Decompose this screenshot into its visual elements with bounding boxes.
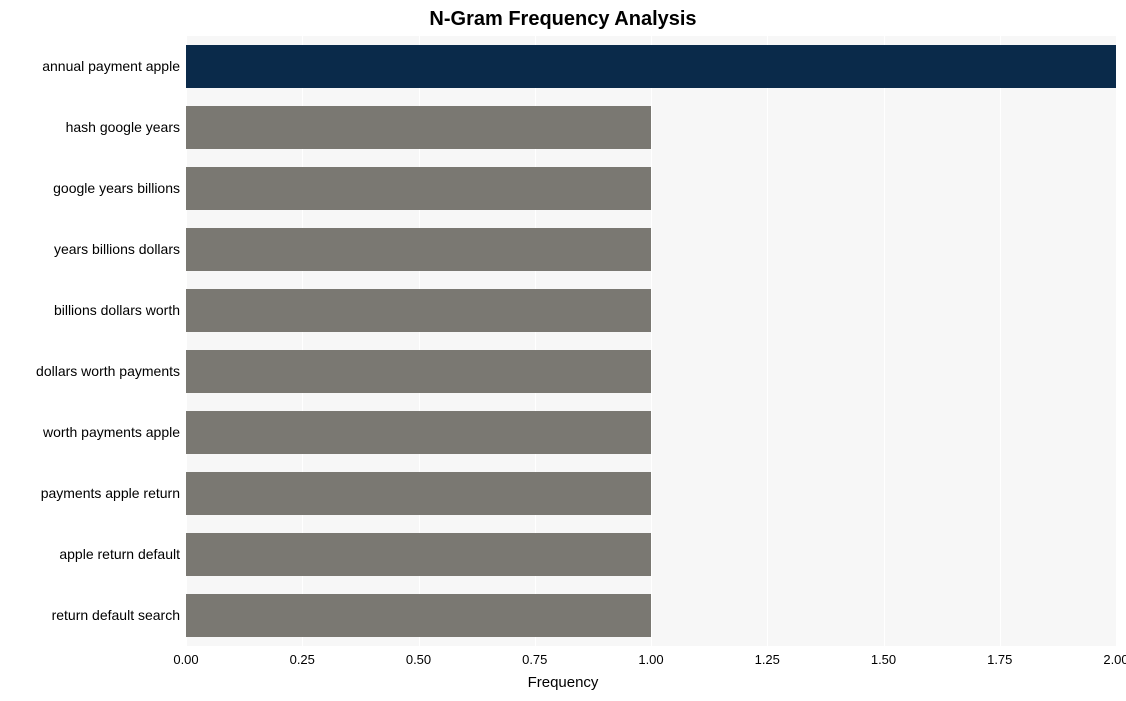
y-tick-label: years billions dollars [4, 241, 180, 257]
y-tick-label: hash google years [4, 119, 180, 135]
bar [186, 289, 651, 332]
bar [186, 350, 651, 393]
x-tick-label: 0.00 [173, 652, 198, 667]
bar [186, 411, 651, 454]
y-tick-label: return default search [4, 607, 180, 623]
gridline [651, 36, 652, 646]
x-tick-label: 1.50 [871, 652, 896, 667]
gridline [1000, 36, 1001, 646]
x-tick-label: 1.75 [987, 652, 1012, 667]
y-tick-label: annual payment apple [4, 58, 180, 74]
bar [186, 472, 651, 515]
bar [186, 167, 651, 210]
x-tick-label: 2.00 [1103, 652, 1126, 667]
y-tick-label: billions dollars worth [4, 302, 180, 318]
chart-title: N-Gram Frequency Analysis [0, 8, 1126, 31]
y-tick-label: worth payments apple [4, 424, 180, 440]
x-axis-label: Frequency [0, 674, 1126, 691]
gridline [1116, 36, 1117, 646]
plot-area [186, 36, 1116, 646]
y-tick-label: payments apple return [4, 485, 180, 501]
x-tick-label: 0.25 [290, 652, 315, 667]
y-tick-label: google years billions [4, 180, 180, 196]
x-tick-label: 0.75 [522, 652, 547, 667]
y-tick-label: apple return default [4, 546, 180, 562]
bar [186, 533, 651, 576]
x-tick-label: 1.00 [638, 652, 663, 667]
bar [186, 594, 651, 637]
bar [186, 45, 1116, 88]
x-tick-label: 0.50 [406, 652, 431, 667]
bar [186, 228, 651, 271]
bar [186, 106, 651, 149]
y-tick-label: dollars worth payments [4, 363, 180, 379]
gridline [767, 36, 768, 646]
x-tick-label: 1.25 [755, 652, 780, 667]
ngram-frequency-chart: N-Gram Frequency Analysis annual payment… [0, 0, 1126, 701]
gridline [884, 36, 885, 646]
